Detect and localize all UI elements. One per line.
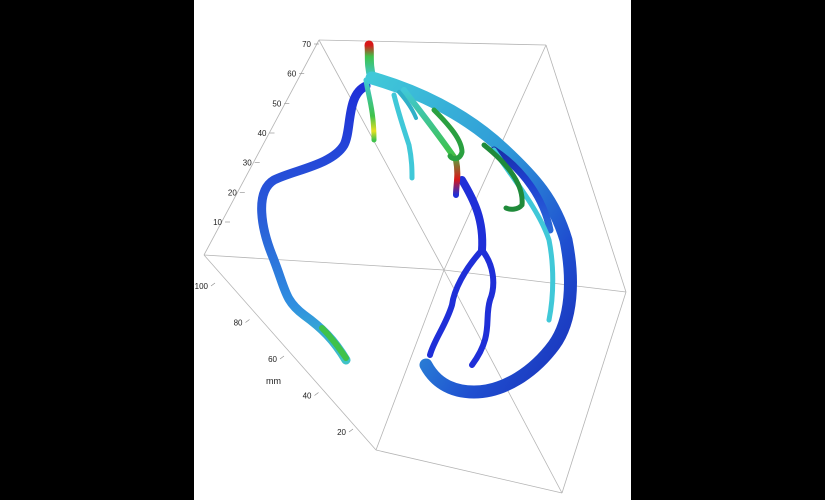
depth-axis-tick-label: 20 bbox=[337, 428, 346, 437]
depth-axis-tick-label: 100 bbox=[195, 282, 209, 291]
z-axis-tick-label: 60 bbox=[287, 70, 296, 79]
depth-axis-tick-label: 40 bbox=[303, 392, 312, 401]
branch-dark-green bbox=[481, 142, 525, 212]
depth-axis-tick-mark bbox=[245, 319, 250, 323]
depth-axis-tick-mark bbox=[279, 355, 285, 360]
z-axis-tick-label: 20 bbox=[228, 188, 237, 197]
depth-axis-tick-label: 60 bbox=[268, 355, 277, 364]
depth-axis-tick-mark bbox=[210, 282, 216, 287]
depth-axis-tick-mark bbox=[348, 428, 354, 433]
branch-green-hook bbox=[431, 107, 465, 162]
depth-axis-unit-label: mm bbox=[266, 376, 281, 386]
middle-descending-vessel bbox=[458, 176, 487, 254]
z-axis-tick-label: 50 bbox=[272, 99, 281, 108]
z-axis-tick-label: 70 bbox=[302, 40, 311, 49]
upper-left-branch bbox=[363, 77, 377, 143]
vessel-tree-plot: 70 60 50 40 30 20 10 100 80 60 40 20 mm bbox=[195, 39, 627, 494]
vessel-tree bbox=[257, 40, 577, 399]
z-axis-tick-label: 30 bbox=[243, 159, 252, 168]
left-vessel-branch bbox=[257, 81, 371, 365]
depth-axis: 100 80 60 40 20 bbox=[195, 282, 354, 437]
branch-short-cyan bbox=[391, 92, 415, 181]
render-viewport[interactable]: 70 60 50 40 30 20 10 100 80 60 40 20 mm bbox=[194, 0, 631, 500]
branch-thin-cyan bbox=[397, 90, 418, 120]
bounding-box bbox=[203, 39, 627, 494]
z-axis-tick-label: 10 bbox=[213, 218, 222, 227]
left-vessel-tip bbox=[319, 325, 349, 361]
depth-axis-tick-mark bbox=[314, 392, 319, 396]
middle-right-fork bbox=[469, 247, 497, 368]
right-outer-vessel bbox=[490, 146, 554, 234]
main-right-vessel bbox=[365, 71, 577, 399]
depth-axis-tick-label: 80 bbox=[234, 319, 243, 328]
middle-left-fork bbox=[427, 247, 485, 358]
z-axis-tick-label: 40 bbox=[258, 129, 267, 138]
z-axis: 70 60 50 40 30 20 10 bbox=[213, 40, 319, 227]
